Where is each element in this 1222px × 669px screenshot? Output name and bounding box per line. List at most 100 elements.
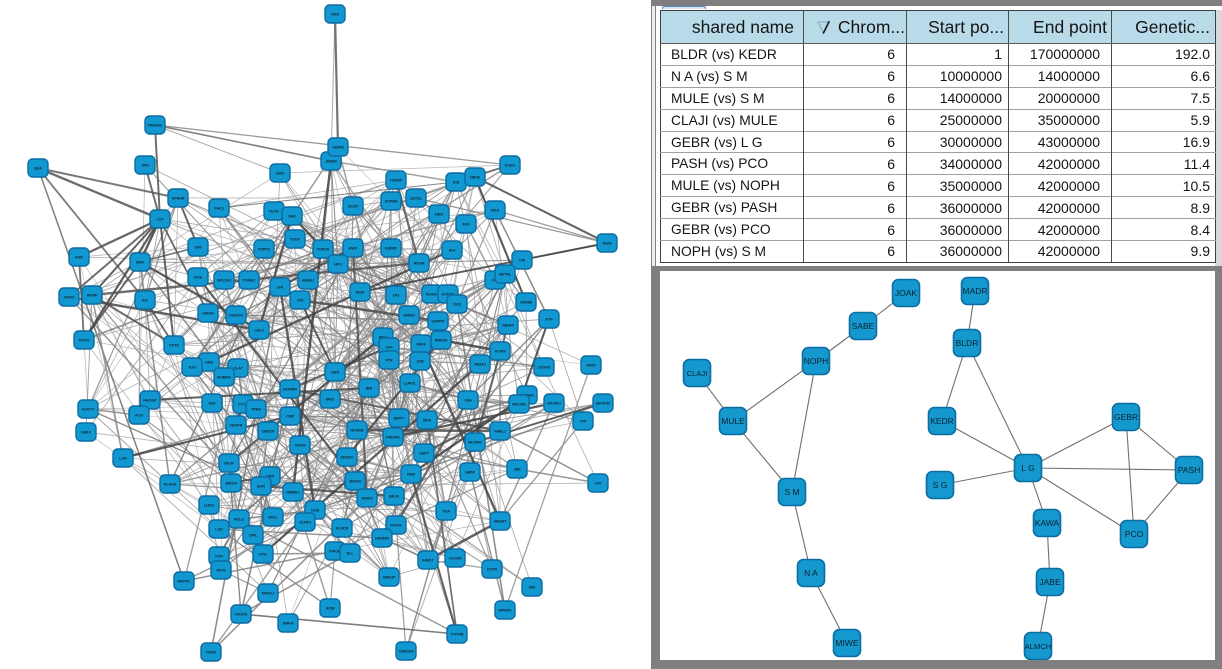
svg-text:CTCK: CTCK	[238, 402, 249, 407]
svg-text:S M: S M	[784, 487, 799, 497]
svg-text:EUJD: EUJD	[348, 204, 358, 209]
svg-text:MIWE: MIWE	[835, 638, 858, 648]
svg-text:EMKH: EMKH	[283, 621, 294, 626]
svg-text:GKN: GKN	[276, 171, 285, 176]
svg-text:GOE: GOE	[194, 275, 203, 280]
svg-text:AKMP: AKMP	[87, 293, 98, 298]
svg-text:EKR: EKR	[257, 484, 265, 489]
svg-text:TORTR: TORTR	[317, 247, 330, 252]
svg-text:RKA: RKA	[491, 208, 499, 213]
svg-text:OPIL: OPIL	[249, 533, 258, 538]
svg-text:NMGHS: NMGHS	[148, 123, 162, 128]
svg-text:UNPMT: UNPMT	[431, 319, 445, 324]
svg-text:JRFSA: JRFSA	[225, 481, 237, 486]
svg-text:NLL: NLL	[346, 551, 354, 556]
svg-text:LEKJ: LEKJ	[254, 328, 263, 333]
svg-text:IUM: IUM	[209, 401, 216, 406]
svg-text:NGJP: NGJP	[224, 461, 235, 466]
svg-text:BSA: BSA	[34, 166, 42, 171]
svg-text:TPBG: TPBG	[251, 407, 261, 412]
svg-text:HEG: HEG	[435, 212, 443, 217]
svg-text:FCFFF: FCFFF	[390, 523, 402, 528]
svg-text:LUD: LUD	[215, 527, 223, 532]
svg-text:UIG: UIG	[393, 293, 400, 298]
svg-text:SAK: SAK	[288, 214, 296, 219]
svg-text:CMP: CMP	[286, 414, 295, 419]
svg-text:WDUSN: WDUSN	[512, 402, 526, 407]
svg-text:OCB: OCB	[311, 508, 320, 513]
svg-text:CNCM: CNCM	[294, 443, 305, 448]
svg-text:LCR: LCR	[119, 456, 127, 461]
svg-text:GWDGH: GWDGH	[399, 649, 414, 654]
svg-text:AEBEJ: AEBEJ	[302, 278, 314, 283]
svg-text:GDSTE: GDSTE	[235, 612, 248, 617]
svg-text:HHOGP: HHOGP	[143, 398, 157, 403]
svg-text:ISPS: ISPS	[423, 418, 432, 423]
svg-text:HBFUP: HBFUP	[383, 575, 396, 580]
svg-text:INSMD: INSMD	[385, 246, 397, 251]
svg-text:FEOPR: FEOPR	[230, 423, 243, 428]
svg-text:ACG: ACG	[135, 413, 143, 418]
svg-text:ROFMN: ROFMN	[283, 387, 297, 392]
svg-text:ONRS: ONRS	[206, 650, 217, 655]
svg-text:OEKDF: OEKDF	[262, 429, 276, 434]
svg-text:DUEG: DUEG	[505, 163, 516, 168]
svg-text:WCOGJ: WCOGJ	[217, 278, 231, 283]
svg-text:MID: MID	[529, 585, 536, 590]
svg-text:PREWK: PREWK	[386, 435, 400, 440]
svg-text:NBTE: NBTE	[470, 175, 481, 180]
svg-text:CWUOO: CWUOO	[229, 313, 244, 318]
svg-text:MKK: MKK	[136, 260, 145, 265]
svg-text:OJJCM: OJJCM	[449, 556, 462, 561]
svg-text:ALMCH: ALMCH	[1025, 642, 1052, 651]
svg-text:DTPR: DTPR	[487, 567, 497, 572]
svg-text:TONBC: TONBC	[242, 278, 255, 283]
svg-text:CLAJI: CLAJI	[687, 369, 708, 378]
svg-text:RLFDW: RLFDW	[468, 440, 482, 445]
svg-text:NBURI: NBURI	[502, 323, 514, 328]
svg-text:N A: N A	[804, 568, 818, 578]
svg-text:KESDO: KESDO	[340, 455, 353, 460]
svg-text:MGIAJ: MGIAJ	[474, 362, 486, 367]
svg-text:RJN: RJN	[462, 222, 470, 227]
svg-text:JBK: JBK	[513, 467, 521, 472]
svg-text:AFKF: AFKF	[416, 342, 427, 347]
svg-text:BKJE: BKJE	[389, 494, 399, 499]
svg-text:RLAKE: RLAKE	[164, 482, 177, 487]
svg-text:JABE: JABE	[1039, 577, 1061, 587]
svg-text:IKH: IKH	[449, 248, 456, 253]
svg-text:LWG: LWG	[331, 370, 340, 375]
svg-text:WRN: WRN	[587, 363, 596, 368]
svg-text:SUS: SUS	[453, 302, 461, 307]
svg-text:SPNHR: SPNHR	[172, 196, 185, 201]
svg-text:KIC: KIC	[142, 298, 149, 303]
svg-text:IBB: IBB	[366, 386, 373, 391]
svg-text:ACBI: ACBI	[326, 606, 335, 611]
svg-text:RTOO: RTOO	[79, 338, 90, 343]
svg-text:HCLU: HCLU	[234, 517, 245, 522]
svg-text:JMEIN: JMEIN	[325, 159, 336, 164]
svg-text:ULAT: ULAT	[233, 366, 243, 371]
svg-text:NETNL: NETNL	[499, 272, 512, 277]
svg-text:S G: S G	[933, 480, 948, 490]
svg-text:ACPW: ACPW	[494, 349, 506, 354]
svg-text:HHNI: HHNI	[603, 241, 612, 246]
svg-text:WJBRA: WJBRA	[217, 375, 231, 380]
svg-text:PCO: PCO	[1125, 529, 1144, 539]
svg-text:JEDNO: JEDNO	[349, 479, 362, 484]
svg-text:FCH: FCH	[215, 554, 223, 559]
svg-text:CNI: CNI	[519, 258, 525, 263]
svg-text:IMOL: IMOL	[268, 515, 278, 520]
svg-text:WPEPK: WPEPK	[498, 608, 512, 613]
svg-text:LECDL: LECDL	[410, 196, 423, 201]
svg-text:BLDR: BLDR	[956, 338, 979, 348]
svg-text:CNTD: CNTD	[169, 343, 180, 348]
svg-text:GEFT: GEFT	[419, 451, 430, 456]
svg-text:JRN: JRN	[141, 163, 149, 168]
svg-text:WLNFO: WLNFO	[547, 401, 561, 406]
svg-text:TGA: TGA	[442, 509, 450, 514]
svg-text:ABGRT: ABGRT	[493, 519, 507, 524]
svg-text:NOPH: NOPH	[804, 356, 829, 366]
svg-text:ORE: ORE	[205, 360, 214, 365]
svg-text:HJCOT: HJCOT	[82, 407, 95, 412]
